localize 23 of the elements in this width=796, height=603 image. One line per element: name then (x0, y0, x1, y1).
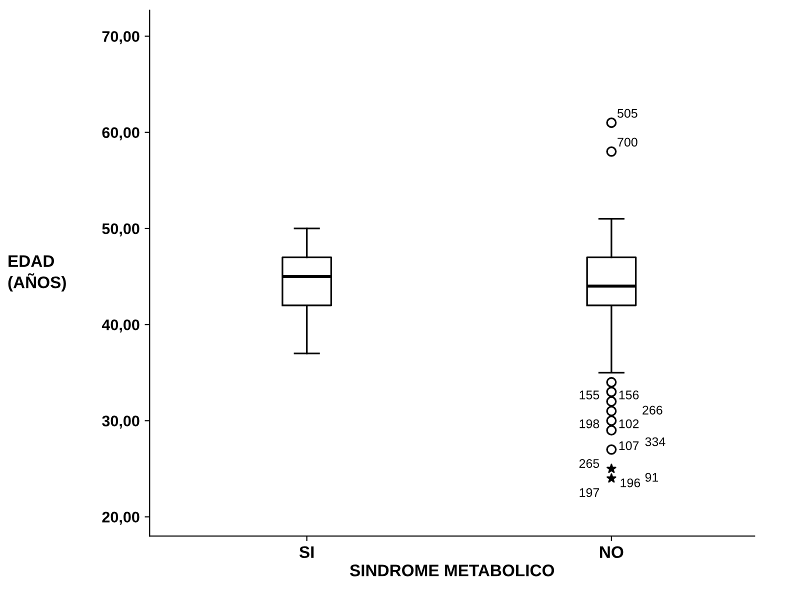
annotation: 334 (645, 437, 666, 446)
annotation: 107 (619, 441, 639, 450)
x-tick-label: NO (600, 546, 624, 558)
annotation: 265 (579, 459, 600, 468)
annotation: 700 (618, 138, 638, 147)
annotation: 198 (580, 419, 600, 428)
annotation: 102 (619, 419, 639, 428)
y-tick-label: 40,00 (102, 319, 140, 332)
annotation: 505 (617, 108, 638, 118)
annotation: 266 (642, 406, 662, 415)
annotation: 155 (580, 390, 600, 400)
y-tick-label: 70,00 (102, 31, 140, 44)
x-tick-label: SI (299, 546, 314, 558)
annotation: 91 (645, 472, 658, 482)
y-axis-title: EDAD (AÑOS) (8, 255, 66, 292)
x-axis-title: SINDROME METABOLICO (350, 564, 554, 576)
annotation: 197 (580, 488, 600, 498)
annotation: 156 (619, 390, 639, 400)
annotation: 196 (620, 478, 640, 488)
y-tick-label: 50,00 (102, 223, 140, 236)
y-tick-label: 20,00 (102, 512, 140, 525)
y-tick-label: 30,00 (102, 416, 140, 429)
y-tick-label: 60,00 (102, 127, 140, 140)
